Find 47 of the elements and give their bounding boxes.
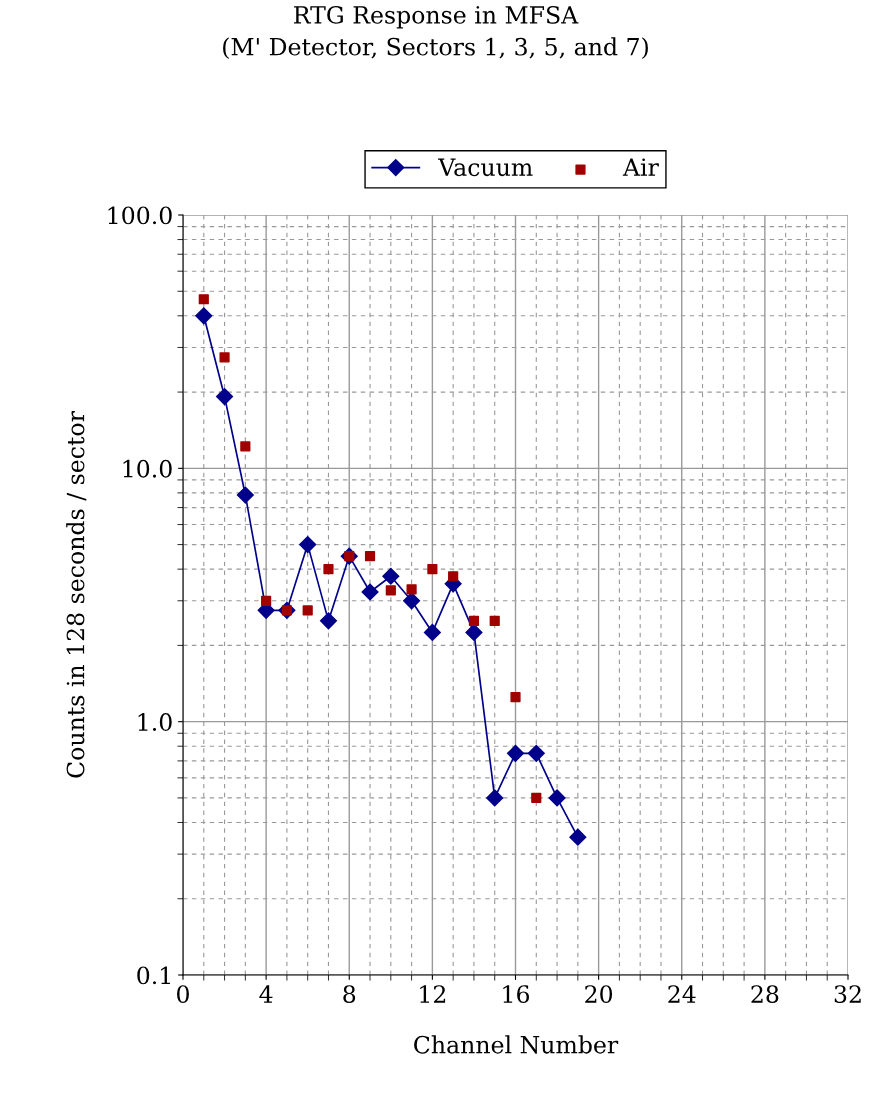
x-tick-label: 12 bbox=[420, 985, 446, 1003]
point bbox=[527, 744, 545, 762]
point bbox=[236, 486, 254, 504]
x-axis-title: Channel Number bbox=[414, 1035, 619, 1054]
point bbox=[489, 615, 500, 626]
point bbox=[361, 583, 379, 601]
point bbox=[569, 828, 587, 846]
y-tick-label: 1.0 bbox=[138, 713, 172, 731]
point bbox=[319, 612, 338, 630]
x-tick-label: 16 bbox=[503, 985, 530, 1003]
y-axis-title: Counts in 128 seconds / sector bbox=[66, 411, 87, 778]
legend-label: Vacuum bbox=[438, 158, 533, 177]
chart-title: RTG Response in MFSA (M' Detector, Sectors 1, 3, 5, and 7) bbox=[223, 5, 648, 59]
x-tick-label: 0 bbox=[177, 985, 189, 1003]
y-tick-label: 10.0 bbox=[123, 459, 172, 478]
point bbox=[531, 792, 542, 804]
x-tick-label: 28 bbox=[751, 985, 779, 1003]
point bbox=[195, 307, 213, 325]
point bbox=[216, 388, 234, 406]
point bbox=[323, 564, 334, 575]
point bbox=[261, 595, 272, 606]
point bbox=[406, 584, 417, 595]
point bbox=[302, 605, 313, 616]
point bbox=[423, 623, 441, 641]
point bbox=[448, 571, 459, 582]
point bbox=[299, 536, 317, 554]
point bbox=[364, 551, 376, 562]
x-tick-label: 20 bbox=[585, 985, 613, 1003]
x-tick-label: 4 bbox=[259, 985, 273, 1003]
x-tick-label: 24 bbox=[668, 985, 696, 1003]
x-tick-label: 8 bbox=[343, 985, 356, 1003]
x-tick-label: 32 bbox=[834, 985, 861, 1003]
point bbox=[548, 789, 566, 807]
point bbox=[510, 692, 521, 703]
point bbox=[506, 744, 525, 762]
point bbox=[486, 789, 504, 807]
legend-label: Air bbox=[622, 158, 659, 176]
point bbox=[198, 294, 209, 305]
y-tick-label: 100.0 bbox=[108, 206, 172, 225]
point bbox=[427, 564, 438, 575]
point bbox=[382, 567, 400, 585]
point bbox=[468, 615, 480, 626]
point bbox=[240, 441, 251, 452]
point bbox=[385, 585, 396, 596]
point bbox=[403, 592, 421, 610]
y-tick-label: 0.1 bbox=[137, 966, 170, 985]
point bbox=[219, 352, 230, 363]
